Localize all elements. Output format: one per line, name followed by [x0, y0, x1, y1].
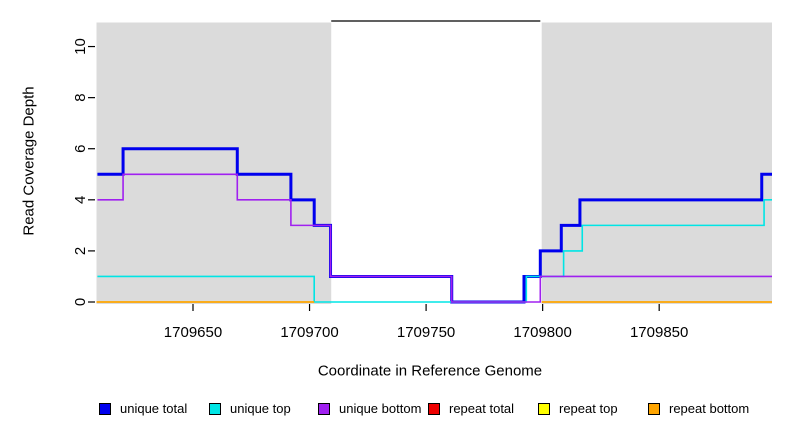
legend-item-unique-top: unique top [209, 401, 291, 416]
legend-label: repeat bottom [669, 401, 750, 416]
y-axis-tick-label: 0 [72, 298, 89, 306]
legend-swatch-repeat-bottom [648, 402, 660, 415]
legend-swatch-unique-total [99, 402, 111, 415]
series-line-unique-bottom [97, 173, 772, 303]
y-axis-tick-label: 6 [72, 145, 89, 153]
legend-swatch-unique-bottom [318, 402, 330, 415]
legend-item-repeat-top: repeat top [538, 401, 618, 416]
shaded-region [96, 22, 332, 304]
x-axis-tick-label: 1709850 [630, 324, 688, 341]
legend-label: unique top [230, 401, 291, 416]
legend-label: repeat total [449, 401, 515, 416]
legend-label: unique total [120, 401, 188, 416]
legend-swatch-unique-top [209, 402, 221, 415]
y-axis-tick-label: 10 [72, 38, 89, 55]
x-axis-title: Coordinate in Reference Genome [317, 362, 543, 380]
x-axis-tick-label: 1709650 [164, 324, 222, 341]
x-axis-tick-label: 1709700 [280, 324, 338, 341]
y-axis-tick-label: 8 [72, 93, 89, 101]
y-axis-tick-label: 4 [72, 196, 89, 204]
legend-label: unique bottom [339, 401, 422, 416]
y-axis-tick-label: 2 [72, 247, 89, 255]
legend-item-unique-bottom: unique bottom [318, 401, 421, 416]
legend-item-repeat-total: repeat total [428, 401, 514, 416]
legend-item-unique-total: unique total [99, 401, 187, 416]
series-line-unique-top [97, 199, 772, 303]
x-axis-tick-label: 1709800 [513, 324, 571, 341]
legend-item-repeat-bottom: repeat bottom [648, 401, 749, 416]
legend-swatch-repeat-total [428, 402, 440, 415]
shaded-region [541, 22, 772, 304]
x-axis-tick-label: 1709750 [397, 324, 455, 341]
legend-swatch-repeat-top [538, 402, 550, 415]
legend-label: repeat top [559, 401, 618, 416]
y-axis-title: Read Coverage Depth [20, 86, 38, 236]
